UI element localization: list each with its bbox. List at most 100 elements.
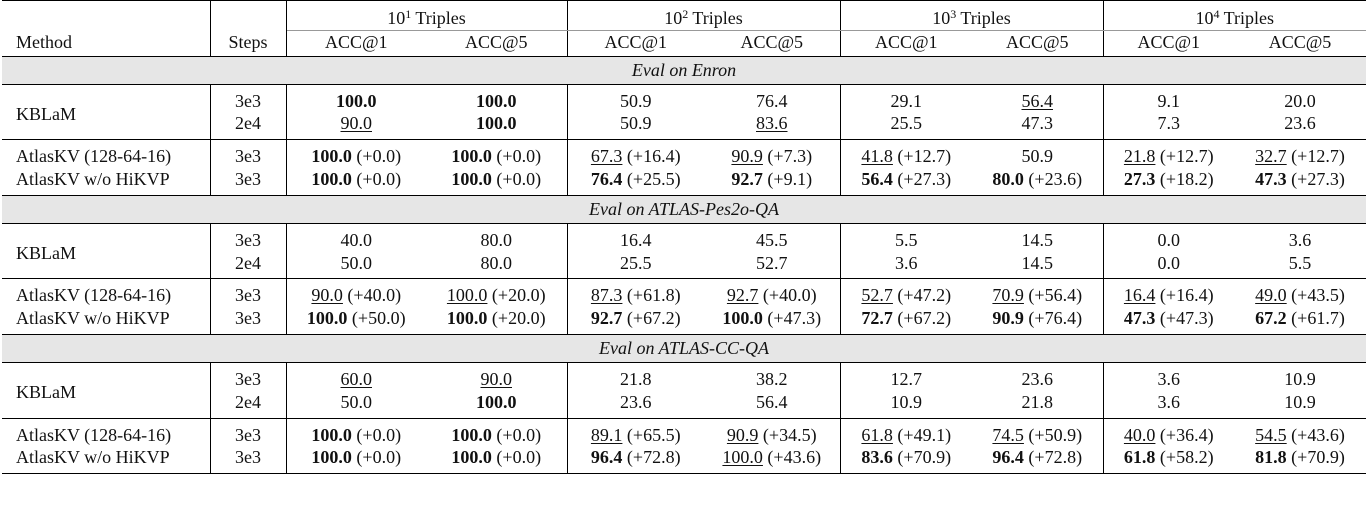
method-name: AtlasKV (128-64-16) (2, 139, 211, 168)
cell-delta: (+67.2) (626, 308, 681, 329)
cell-delta: (+20.0) (491, 308, 546, 329)
cell-value: 81.8 (1255, 447, 1287, 468)
cell-delta: (+27.3) (1291, 168, 1345, 189)
metric-cell: 83.6 (704, 112, 841, 141)
cell-delta: (+47.3) (1159, 308, 1214, 329)
metric-cell: 29.1 (840, 84, 972, 112)
cell-delta: (+49.1) (897, 424, 952, 445)
method-name: KBLaM (2, 362, 211, 419)
metric-cell: 100.0 (+20.0) (426, 307, 568, 335)
metric-cell: 92.7 (+9.1) (704, 167, 841, 196)
cell-delta: (+61.8) (626, 285, 681, 306)
metric-cell: 25.5 (840, 112, 972, 141)
cell-value: 100.0 (451, 447, 492, 468)
cell-value: 40.0 (340, 229, 373, 250)
cell-delta: (+43.5) (1291, 285, 1345, 306)
cell-delta: (+47.2) (897, 285, 952, 306)
cell-delta: (+72.8) (626, 447, 681, 468)
section-title-row: Eval on ATLAS-CC-QA (2, 334, 1366, 363)
section-title: Eval on ATLAS-CC-QA (2, 334, 1366, 363)
cell-value: 90.9 (731, 146, 763, 167)
cell-value: 90.0 (340, 113, 373, 134)
cell-value: 90.0 (311, 285, 343, 306)
cell-value: 92.7 (590, 308, 623, 329)
metric-cell: 5.5 (840, 223, 972, 251)
method-name: AtlasKV w/o HiKVP (2, 167, 211, 196)
cell-value: 50.9 (1021, 146, 1054, 167)
cell-value: 29.1 (890, 90, 923, 111)
cell-delta: (+18.2) (1159, 168, 1214, 189)
cell-delta: (+0.0) (496, 168, 542, 189)
steps-cell: 3e3 (210, 446, 287, 474)
cell-delta: (+58.2) (1159, 447, 1214, 468)
table-row: 2e4 50.0 80.0 25.5 52.7 3.6 14.5 0.0 5.5 (2, 251, 1366, 280)
cell-value: 100.0 (476, 90, 517, 111)
cell-delta: (+43.6) (1291, 424, 1345, 445)
metric-cell: 54.5 (+43.6) (1234, 418, 1366, 446)
cell-value: 56.4 (861, 168, 893, 189)
metric-cell: 90.9 (+34.5) (704, 418, 841, 447)
metric-cell: 61.8 (+58.2) (1103, 446, 1234, 473)
cell-delta: (+0.0) (496, 424, 542, 445)
table-row: AtlasKV (128-64-16) 3e3 100.0 (+0.0) 100.0 … (2, 139, 1366, 168)
header-row-groups: 101 Triples 102 Triples 103 Triples 104 … (2, 0, 1366, 31)
cell-value: 67.3 (590, 146, 623, 167)
results-body: Eval on Enron KBLaM 3e3 100.0 100.0 50.9 76.4 2… (2, 56, 1366, 474)
metric-cell: 21.8 (972, 390, 1104, 419)
metric-cell: 10.9 (1234, 362, 1366, 390)
metric-cell: 14.5 (972, 251, 1104, 280)
cell-value: 83.6 (756, 113, 788, 134)
metric-cell: 100.0 (+20.0) (426, 278, 568, 308)
cell-value: 47.3 (1255, 168, 1287, 189)
cell-value: 20.0 (1284, 90, 1316, 111)
cell-delta: (+56.4) (1028, 285, 1083, 306)
cell-value: 100.0 (311, 146, 352, 167)
cell-delta: (+9.1) (767, 168, 813, 189)
metric-cell: 50.0 (286, 390, 426, 419)
cell-value: 96.4 (590, 447, 623, 468)
steps-cell: 2e4 (210, 251, 287, 280)
metric-cell: 100.0 (+0.0) (426, 418, 568, 447)
metric-header: ACC@1 (286, 30, 426, 57)
metric-cell: 16.4 (+16.4) (1103, 279, 1234, 307)
table-row: AtlasKV w/o HiKVP 3e3 100.0 (+0.0) 100.0 (+… (2, 167, 1366, 196)
cell-value: 100.0 (306, 308, 348, 329)
cell-value: 12.7 (890, 368, 923, 389)
metric-cell: 50.9 (567, 84, 704, 112)
metric-cell: 3.6 (1103, 362, 1234, 390)
steps-header: Steps (210, 30, 287, 57)
cell-delta: (+72.8) (1028, 447, 1083, 468)
cell-value: 67.2 (1255, 308, 1287, 329)
metric-cell: 9.1 (1103, 84, 1234, 112)
cell-value: 23.6 (1284, 113, 1316, 134)
metric-cell: 96.4 (+72.8) (567, 446, 704, 473)
metric-cell: 50.9 (972, 139, 1104, 168)
cell-value: 10.9 (1284, 368, 1316, 389)
method-name: AtlasKV (128-64-16) (2, 418, 211, 447)
metric-cell: 3.6 (1234, 223, 1366, 251)
metric-cell: 50.9 (567, 112, 704, 141)
header-row-metrics: Method Steps ACC@1 ACC@5 ACC@1 ACC@5 ACC… (2, 30, 1366, 57)
cell-value: 14.5 (1021, 252, 1054, 273)
method-name: AtlasKV (128-64-16) (2, 278, 211, 308)
cell-value: 23.6 (620, 391, 652, 412)
cell-value: 80.0 (480, 229, 513, 250)
metric-cell: 100.0 (+0.0) (286, 167, 426, 196)
cell-value: 50.9 (620, 90, 652, 111)
metric-cell: 67.2 (+61.7) (1234, 307, 1366, 335)
cell-value: 72.7 (861, 308, 893, 329)
metric-cell: 3.6 (1103, 390, 1234, 419)
cell-value: 92.7 (731, 168, 763, 189)
cell-value: 45.5 (756, 229, 788, 250)
cell-delta: (+43.6) (767, 447, 822, 468)
steps-cell: 3e3 (210, 362, 287, 391)
cell-value: 92.7 (726, 285, 759, 306)
cell-delta: (+0.0) (356, 447, 402, 468)
metric-cell: 10.9 (1234, 390, 1366, 419)
cell-value: 100.0 (446, 308, 488, 329)
cell-delta: (+20.0) (491, 285, 546, 306)
section-title: Eval on Enron (2, 56, 1366, 85)
metric-cell: 5.5 (1234, 251, 1366, 280)
cell-value: 100.0 (311, 447, 352, 468)
metric-cell: 61.8 (+49.1) (840, 418, 972, 446)
